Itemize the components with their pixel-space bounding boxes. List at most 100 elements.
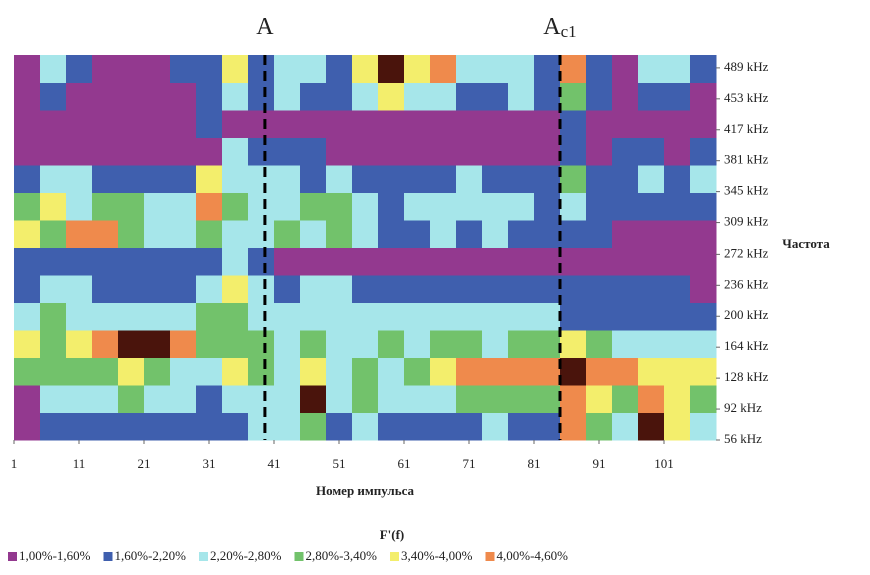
heat-cell — [482, 137, 509, 166]
heat-cell — [222, 302, 249, 331]
heat-cell — [222, 220, 249, 248]
heat-cell — [638, 275, 665, 303]
heat-cell — [274, 165, 301, 193]
heat-cell — [40, 330, 67, 358]
heat-cell — [638, 82, 665, 111]
heat-cell — [612, 302, 639, 331]
heat-cell — [664, 55, 691, 83]
heat-cell — [586, 385, 613, 413]
heat-cell — [92, 412, 119, 441]
heat-cell — [352, 275, 379, 303]
x-tick-label: 71 — [463, 456, 476, 471]
heat-cell — [430, 247, 457, 276]
heat-cell — [560, 302, 587, 331]
y-tick-label: 417 kHz — [724, 121, 769, 136]
heat-cell — [144, 275, 171, 303]
heat-cell — [586, 247, 613, 276]
x-axis-label: Номер импульса — [316, 483, 415, 498]
heat-cell — [586, 137, 613, 166]
heat-cell — [170, 385, 197, 413]
heat-cell — [638, 412, 665, 441]
heat-cell — [40, 55, 67, 83]
x-tick-label: 51 — [333, 456, 346, 471]
heat-cell — [300, 165, 327, 193]
heat-cell — [534, 385, 561, 413]
heat-cell — [586, 357, 613, 386]
heat-cell — [586, 110, 613, 138]
heat-cell — [170, 357, 197, 386]
heat-cell — [404, 55, 431, 83]
heat-cell — [170, 247, 197, 276]
heat-cell — [248, 192, 275, 221]
heat-cell — [430, 55, 457, 83]
heat-cell — [638, 192, 665, 221]
heat-cell — [664, 82, 691, 111]
legend-label: 2,80%-3,40% — [306, 548, 378, 563]
heat-cell — [144, 110, 171, 138]
heat-cell — [14, 330, 41, 358]
heat-cell — [456, 247, 483, 276]
heat-cell — [456, 412, 483, 441]
heat-cell — [638, 110, 665, 138]
heat-cell — [118, 110, 145, 138]
heat-cell — [430, 385, 457, 413]
heat-cell — [612, 330, 639, 358]
heat-cell — [66, 357, 93, 386]
heat-cell — [300, 55, 327, 83]
heat-cell — [638, 357, 665, 386]
heat-cell — [248, 82, 275, 111]
heat-cell — [248, 385, 275, 413]
heat-cell — [378, 247, 405, 276]
heat-cell — [482, 192, 509, 221]
heat-cell — [248, 412, 275, 441]
heat-cell — [612, 357, 639, 386]
heat-cell — [144, 330, 171, 358]
heat-cell — [508, 110, 535, 138]
heat-cell — [326, 275, 353, 303]
heat-cell — [66, 330, 93, 358]
heat-cell — [638, 247, 665, 276]
heat-cell — [482, 275, 509, 303]
heat-cell — [144, 385, 171, 413]
legend-swatch — [485, 552, 495, 561]
heat-cell — [534, 55, 561, 83]
heat-cell — [612, 220, 639, 248]
heat-cell — [196, 82, 223, 111]
annotation-text: A — [543, 14, 561, 40]
heat-cell — [404, 192, 431, 221]
heat-cell — [612, 165, 639, 193]
heat-cell — [664, 110, 691, 138]
heat-cell — [14, 385, 41, 413]
heat-cell — [300, 412, 327, 441]
heat-cell — [144, 82, 171, 111]
y-tick-label: 381 kHz — [724, 152, 769, 167]
heat-cell — [456, 302, 483, 331]
heat-cell — [352, 247, 379, 276]
heat-cell — [300, 82, 327, 111]
heat-cell — [118, 357, 145, 386]
heat-cell — [378, 412, 405, 441]
x-tick-label: 91 — [593, 456, 606, 471]
heat-cell — [456, 110, 483, 138]
heat-cell — [196, 330, 223, 358]
heat-cell — [690, 247, 717, 276]
heat-cell — [170, 412, 197, 441]
heat-cell — [118, 192, 145, 221]
heat-cell — [534, 192, 561, 221]
heat-cell — [352, 330, 379, 358]
heat-cell — [66, 275, 93, 303]
heat-cell — [586, 412, 613, 441]
heat-cell — [638, 165, 665, 193]
heat-cell — [690, 165, 717, 193]
heat-cell — [352, 220, 379, 248]
heat-cell — [118, 82, 145, 111]
legend-swatch — [8, 552, 17, 561]
heat-cell — [430, 82, 457, 111]
heat-cell — [508, 165, 535, 193]
heat-cell — [144, 302, 171, 331]
heat-cell — [196, 110, 223, 138]
heat-cell — [508, 137, 535, 166]
heat-cell — [92, 192, 119, 221]
heat-cell — [40, 192, 67, 221]
heat-cell — [664, 275, 691, 303]
